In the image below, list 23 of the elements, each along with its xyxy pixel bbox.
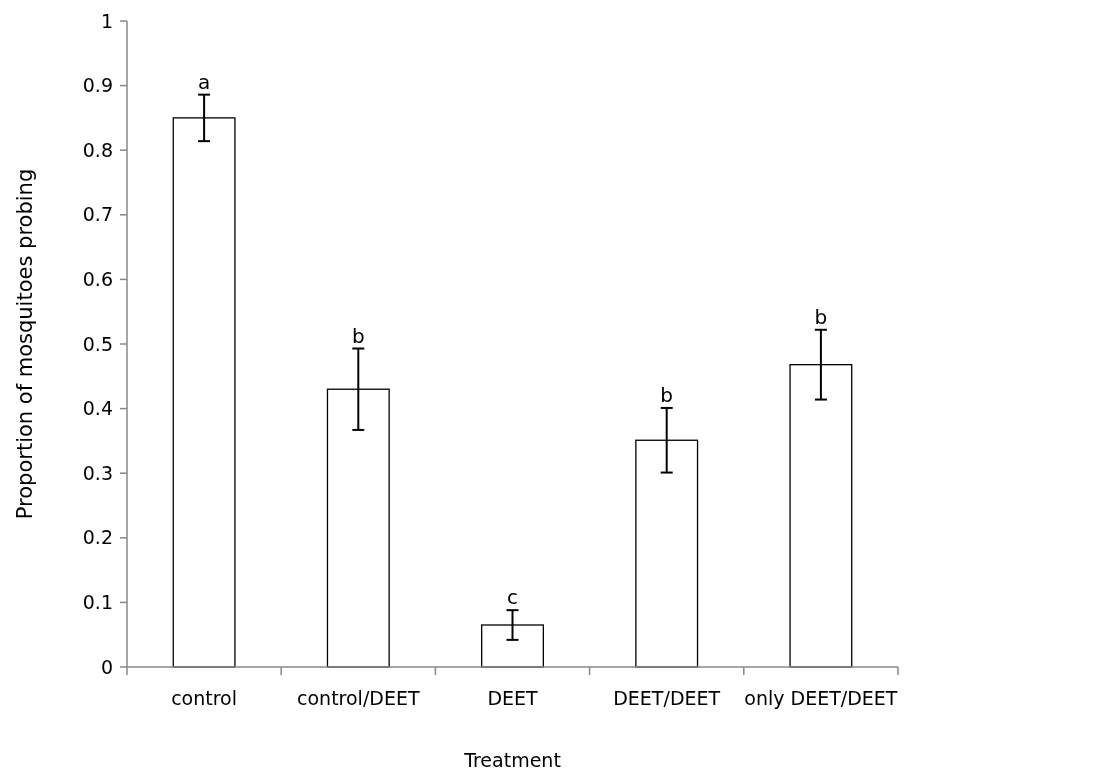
y-tick-label: 0.5	[82, 332, 113, 355]
x-tick-label: only DEET/DEET	[744, 687, 898, 709]
y-tick-label: 0.7	[82, 203, 113, 226]
annotation: a	[197, 69, 211, 94]
y-tick-label: 0.1	[82, 591, 113, 614]
x-tick-label: DEET/DEET	[613, 687, 721, 709]
annotation: c	[507, 585, 518, 610]
y-tick-label: 0.9	[82, 74, 113, 97]
y-tick-label: 0.2	[82, 526, 113, 549]
y-tick-label: 1	[100, 9, 113, 32]
x-tick-label: control/DEET	[297, 687, 420, 709]
y-tick-label: 0.3	[82, 461, 113, 484]
annotation: b	[660, 382, 674, 407]
x-tick-label: control	[171, 687, 238, 709]
y-tick-label: 0.6	[82, 268, 113, 291]
y-tick-label: 0	[100, 655, 113, 678]
y-tick-label: 0.8	[82, 138, 113, 161]
x-tick-label: DEET	[487, 687, 539, 709]
annotation: b	[351, 323, 365, 348]
y-tick-label: 0.4	[82, 397, 113, 420]
y-axis-title: Proportion of mosquitoes probing	[13, 168, 37, 520]
annotation: b	[814, 304, 828, 329]
x-axis-title: Treatment	[463, 749, 561, 771]
